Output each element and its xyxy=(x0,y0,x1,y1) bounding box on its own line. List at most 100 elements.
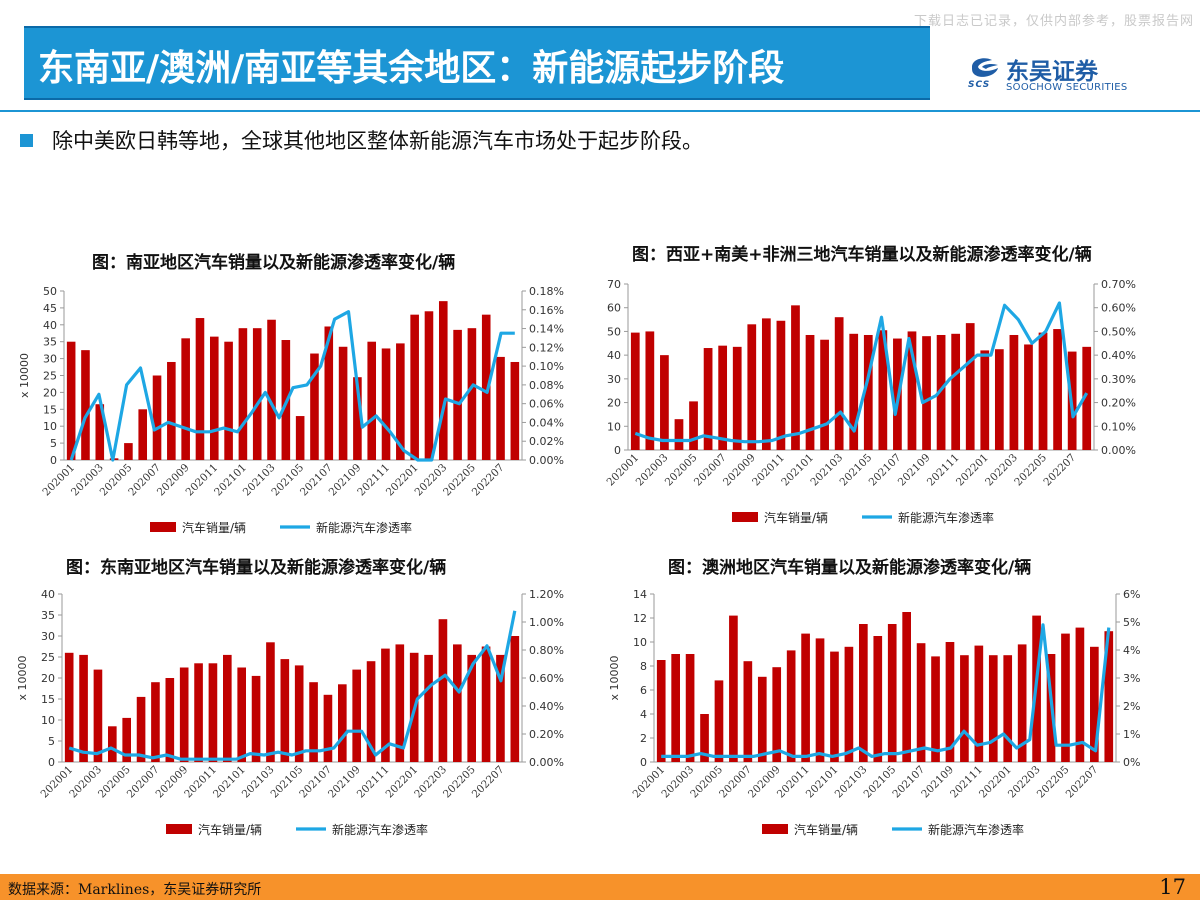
y-tick-label: 35 xyxy=(41,609,55,622)
y2-tick-label: 1% xyxy=(1123,728,1140,741)
nev-penetration-line xyxy=(69,310,515,462)
sales-bar xyxy=(916,643,926,762)
y-tick-label: 0 xyxy=(640,756,647,769)
header-rule xyxy=(0,110,1200,112)
legend-line-label: 新能源汽车渗透率 xyxy=(332,822,428,837)
sales-bar xyxy=(834,317,844,450)
y2-tick-label: 1.00% xyxy=(529,616,564,629)
sales-bar xyxy=(294,665,304,762)
sales-bar xyxy=(66,341,76,460)
sales-bar xyxy=(1104,631,1114,762)
y-tick-label: 30 xyxy=(607,373,621,386)
y-tick-label: 20 xyxy=(43,386,57,399)
legend-bar-label: 汽车销量/辆 xyxy=(794,822,858,837)
y-tick-label: 0 xyxy=(614,444,621,457)
sales-bar xyxy=(974,645,984,762)
sales-bar xyxy=(1061,633,1070,762)
sales-bar xyxy=(1017,644,1027,762)
y-tick-label: 10 xyxy=(607,420,621,433)
sales-bar xyxy=(747,324,757,450)
sales-bar xyxy=(338,346,348,460)
sales-bar xyxy=(381,348,391,460)
sales-bar xyxy=(718,345,728,450)
y-tick-label: 40 xyxy=(607,349,621,362)
y-tick-label: 4 xyxy=(640,708,647,721)
y2-tick-label: 4% xyxy=(1123,644,1140,657)
sales-bar xyxy=(1009,334,1019,450)
sales-bar xyxy=(757,676,767,762)
sales-bar xyxy=(124,443,133,460)
sales-bar xyxy=(108,726,117,762)
title-bar: 东南亚/澳洲/南亚等其余地区：新能源起步阶段 xyxy=(24,26,930,100)
legend-bar-label: 汽车销量/辆 xyxy=(764,510,828,525)
sales-bar xyxy=(467,328,477,460)
bullet-text: 除中美欧日韩等地，全球其他地区整体新能源汽车市场处于起步阶段。 xyxy=(52,129,703,153)
sales-bar xyxy=(732,346,742,450)
sales-bar xyxy=(988,655,998,762)
footer: 数据来源：Marklines，东吴证券研究所 17 xyxy=(0,874,1200,900)
legend-bar-label: 汽车销量/辆 xyxy=(182,520,246,535)
y2-tick-label: 0.30% xyxy=(1101,373,1136,386)
sales-bar xyxy=(496,356,505,460)
sales-bar xyxy=(353,377,362,460)
y2-tick-label: 0.40% xyxy=(1101,349,1136,362)
sales-bar xyxy=(878,330,888,450)
sales-bar xyxy=(179,667,189,762)
sales-bar xyxy=(224,341,233,460)
sales-bar xyxy=(151,682,160,762)
sales-bar xyxy=(761,318,771,450)
y-axis-title: x 10000 xyxy=(18,353,31,398)
bullet-square-icon xyxy=(20,134,33,147)
sales-bar xyxy=(714,680,724,762)
sales-bar xyxy=(396,343,405,460)
chart-title-west-asia-sa-africa: 图：西亚+南美+非洲三地汽车销量以及新能源渗透率变化/辆 xyxy=(632,245,1092,265)
sales-bar xyxy=(849,333,859,450)
sales-bar xyxy=(887,624,897,762)
y-tick-label: 20 xyxy=(607,397,621,410)
sales-bar xyxy=(64,652,74,762)
sales-bar xyxy=(95,404,105,460)
y-tick-label: 0 xyxy=(50,454,57,467)
sales-bar xyxy=(863,334,873,450)
sales-bar xyxy=(165,678,175,762)
y-tick-label: 70 xyxy=(607,278,621,291)
sales-bar xyxy=(136,696,146,762)
sales-bar xyxy=(671,654,680,762)
sales-bar xyxy=(366,661,376,762)
sales-bar xyxy=(743,661,753,762)
x-tick-label: 202207 xyxy=(1041,452,1078,489)
y-tick-label: 30 xyxy=(43,353,57,366)
sales-bar xyxy=(280,659,290,762)
y2-tick-label: 0.60% xyxy=(1101,302,1136,315)
y2-tick-label: 0.20% xyxy=(1101,397,1136,410)
y-tick-label: 45 xyxy=(43,302,57,315)
sales-bar xyxy=(267,319,276,460)
sales-bar xyxy=(122,717,131,762)
sales-bar xyxy=(237,667,246,762)
sales-bar xyxy=(467,654,476,762)
sales-bar xyxy=(815,638,825,762)
sales-bar xyxy=(922,336,931,450)
y-tick-label: 8 xyxy=(640,660,647,673)
y2-tick-label: 2% xyxy=(1123,700,1140,713)
nev-penetration-line xyxy=(68,610,517,761)
y-tick-label: 30 xyxy=(41,630,55,643)
sales-bar xyxy=(310,353,319,460)
sales-bar xyxy=(645,331,655,450)
sales-bar xyxy=(510,636,520,762)
sales-bar xyxy=(1090,646,1099,762)
y2-tick-label: 0.16% xyxy=(529,304,564,317)
y2-tick-label: 0.02% xyxy=(529,435,564,448)
sales-bar xyxy=(324,326,334,460)
legend-line-label: 新能源汽车渗透率 xyxy=(928,822,1024,837)
y-tick-label: 40 xyxy=(41,588,55,601)
x-tick-label: 202207 xyxy=(470,764,507,801)
y-tick-label: 50 xyxy=(43,285,57,298)
sales-bar xyxy=(424,654,433,762)
page-title: 东南亚/澳洲/南亚等其余地区：新能源起步阶段 xyxy=(38,48,785,89)
sales-bar xyxy=(685,654,695,762)
sales-bar xyxy=(820,339,829,450)
y2-tick-label: 0.60% xyxy=(529,672,564,685)
sales-bar xyxy=(152,375,162,460)
y2-tick-label: 0.18% xyxy=(529,285,564,298)
